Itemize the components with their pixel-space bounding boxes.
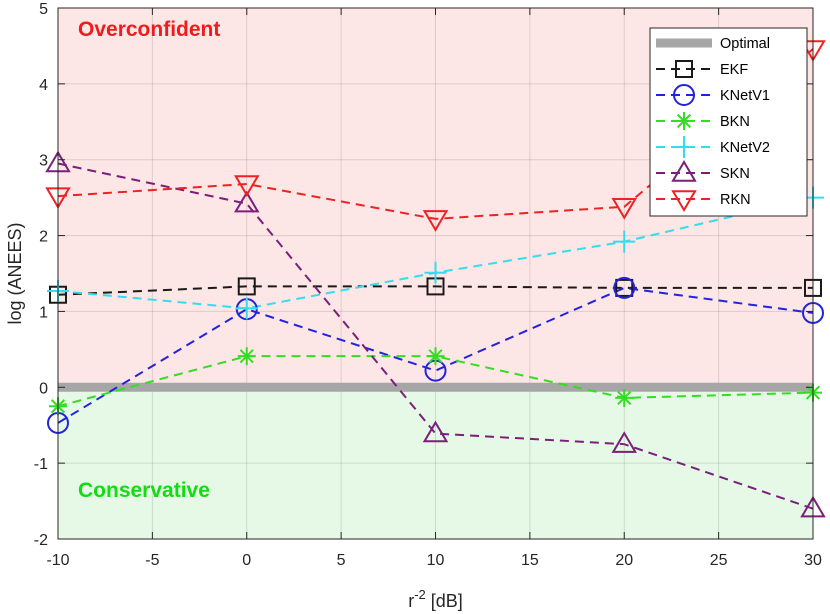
- y-tick-label: 2: [39, 229, 48, 246]
- x-axis-label: r-2 [dB]: [408, 587, 463, 611]
- marker-stroke: [617, 390, 632, 405]
- y-tick-label: -1: [34, 456, 48, 473]
- marker-shape: [671, 160, 697, 182]
- marker-shape: [237, 277, 256, 296]
- series-line-skn: [57, 162, 814, 510]
- legend-label-optimal: Optimal: [720, 36, 770, 52]
- x-tick-label: 30: [804, 552, 822, 569]
- y-tick-label: 4: [39, 77, 48, 94]
- marker-shape: [615, 278, 634, 297]
- legend-marker-ekf: [675, 60, 693, 78]
- y-tick-label: 0: [39, 380, 48, 397]
- marker-shape: [611, 431, 637, 453]
- data-point-knetv2: [613, 230, 636, 253]
- y-tick-label: -2: [34, 532, 48, 549]
- y-axis-label: log (ANEES): [5, 222, 25, 324]
- series-line-ekf: [57, 285, 813, 296]
- legend-label-rkn: RKN: [720, 192, 751, 208]
- marker-shape: [234, 175, 260, 197]
- data-point-rkn: [234, 175, 260, 197]
- legend-marker-rkn: [671, 190, 697, 212]
- overconfident-label: Overconfident: [78, 18, 220, 41]
- marker-shape: [611, 198, 637, 220]
- legend: Optimal EKF KNetV1 BKN KNetV2 SKN RKN: [649, 27, 808, 217]
- x-tick-label: 10: [427, 552, 445, 569]
- x-tick-label: 0: [242, 552, 251, 569]
- marker-shape: [671, 190, 697, 212]
- data-point-ekf: [615, 278, 634, 297]
- grid-lines: [58, 8, 813, 539]
- data-point-skn: [611, 431, 637, 453]
- legend-marker-bkn: [675, 112, 693, 130]
- marker-stroke: [676, 113, 692, 129]
- data-point-rkn: [422, 210, 449, 232]
- x-tick-label: 25: [710, 552, 728, 569]
- legend-label-bkn: BKN: [720, 114, 750, 130]
- legend-marker-skn: [671, 160, 697, 182]
- data-point-knetv1: [613, 276, 636, 299]
- x-tick-label: 5: [337, 552, 346, 569]
- legend-marker-knetv2: [673, 136, 695, 158]
- y-tick-label: 3: [39, 153, 48, 170]
- marker-shape: [673, 84, 695, 106]
- x-tick-label: 20: [615, 552, 633, 569]
- x-axis-label-unit: [dB]: [426, 591, 463, 611]
- legend-label-knetv1: KNetV1: [720, 88, 770, 104]
- y-tick-label: 1: [39, 304, 48, 321]
- marker-shape: [675, 60, 693, 78]
- data-point-skn: [234, 190, 260, 213]
- data-point-bkn: [615, 388, 634, 407]
- legend-label-knetv2: KNetV2: [720, 140, 770, 156]
- legend-marker-knetv1: [673, 84, 695, 106]
- data-point-ekf: [237, 277, 256, 296]
- data-point-bkn: [237, 347, 256, 366]
- marker-stroke: [428, 349, 443, 364]
- legend-label-skn: SKN: [720, 166, 750, 182]
- legend-label-ekf: EKF: [720, 62, 748, 78]
- marker-shape: [422, 420, 449, 443]
- conservative-label: Conservative: [78, 479, 210, 502]
- x-tick-label: 15: [521, 552, 539, 569]
- marker-stroke: [239, 349, 254, 364]
- conservative-region: [58, 387, 813, 539]
- data-point-knetv2: [424, 261, 447, 284]
- data-point-skn: [422, 420, 449, 443]
- data-point-rkn: [611, 198, 637, 220]
- data-point-bkn: [426, 347, 445, 366]
- x-axis-label-superscript: -2: [414, 587, 426, 602]
- y-tick-label: 5: [39, 1, 48, 18]
- data-point-knetv2: [235, 297, 258, 320]
- x-tick-label: -5: [145, 552, 159, 569]
- marker-shape: [234, 190, 260, 213]
- x-axis-label-base: r: [408, 591, 414, 611]
- x-tick-label: -10: [46, 552, 69, 569]
- marker-shape: [613, 276, 636, 299]
- marker-shape: [422, 210, 449, 232]
- axes-frame: [57, 7, 814, 540]
